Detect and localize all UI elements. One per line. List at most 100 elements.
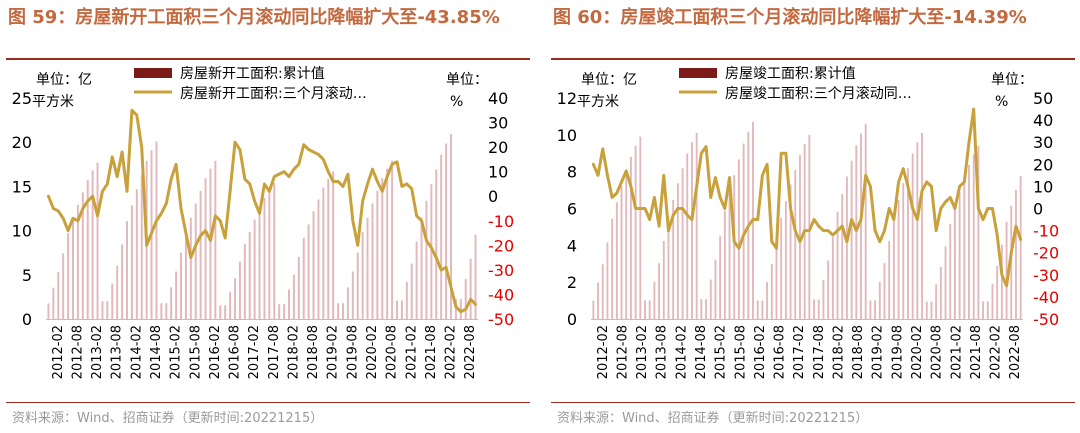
bar bbox=[258, 208, 261, 319]
x-tick-label: 2019-02 bbox=[871, 325, 886, 379]
bar bbox=[67, 232, 70, 319]
x-tick-label: 2013-02 bbox=[635, 325, 650, 379]
x-tick-label: 2019-08 bbox=[345, 325, 360, 379]
bar bbox=[47, 303, 50, 319]
right-tick-label: 20 bbox=[488, 138, 508, 157]
bar bbox=[189, 217, 192, 319]
bar bbox=[874, 300, 877, 319]
bar bbox=[459, 298, 462, 319]
x-tick-label: 2016-08 bbox=[773, 325, 788, 379]
bar bbox=[204, 178, 207, 319]
x-tick-label: 2014-08 bbox=[149, 325, 164, 379]
bar bbox=[1005, 221, 1008, 319]
bar bbox=[111, 283, 114, 319]
x-tick-label: 2013-08 bbox=[110, 325, 125, 379]
bar bbox=[977, 145, 980, 319]
bar bbox=[405, 282, 408, 319]
bar bbox=[440, 154, 443, 319]
bar bbox=[371, 203, 374, 319]
bar bbox=[229, 291, 232, 319]
bar bbox=[312, 211, 315, 319]
bar bbox=[101, 301, 104, 319]
x-tick-label: 2017-02 bbox=[247, 325, 262, 379]
bar bbox=[155, 141, 158, 319]
bar bbox=[160, 303, 163, 319]
bar bbox=[474, 234, 477, 319]
bar bbox=[907, 168, 909, 319]
bar bbox=[184, 231, 187, 319]
x-tick-label: 2021-08 bbox=[424, 325, 439, 379]
bar bbox=[106, 301, 109, 319]
legend-line-label: 房屋新开工面积:三个月滚动… bbox=[180, 85, 367, 102]
bar bbox=[705, 299, 707, 319]
bar bbox=[1015, 189, 1017, 319]
x-tick-label: 2016-02 bbox=[753, 325, 768, 379]
legend-line-label: 房屋竣工面积:三个月滚动同… bbox=[725, 85, 912, 102]
right-tick-label: 10 bbox=[488, 163, 508, 182]
bar bbox=[396, 300, 398, 319]
x-tick-label: 2022-08 bbox=[463, 325, 478, 379]
yoy-line bbox=[46, 108, 478, 314]
bar bbox=[925, 301, 928, 319]
bar-series bbox=[592, 121, 1022, 319]
right-tick-label: 10 bbox=[1033, 177, 1053, 196]
bar bbox=[425, 200, 428, 319]
left-unit-label: 平方米 bbox=[32, 94, 74, 110]
bar bbox=[662, 240, 665, 319]
x-tick-label: 2014-08 bbox=[694, 325, 709, 379]
bar bbox=[761, 300, 764, 319]
left-tick-label: 10 bbox=[12, 222, 32, 241]
bar bbox=[288, 289, 290, 319]
right-tick-label: 40 bbox=[1033, 111, 1053, 130]
bar bbox=[592, 300, 595, 319]
bar bbox=[982, 301, 985, 319]
bar bbox=[719, 236, 722, 319]
bar bbox=[248, 231, 251, 319]
bar bbox=[342, 303, 344, 319]
bar bbox=[57, 272, 60, 319]
x-tick-label: 2015-08 bbox=[188, 325, 203, 379]
left-tick-label: 20 bbox=[12, 133, 32, 152]
bar bbox=[672, 199, 675, 319]
bar bbox=[135, 189, 138, 319]
legend-bar-swatch bbox=[134, 68, 172, 78]
right-tick-label: 40 bbox=[488, 89, 508, 108]
left-tick-label: 10 bbox=[557, 126, 577, 145]
x-tick-label: 2022-08 bbox=[1008, 325, 1023, 379]
bar bbox=[911, 153, 914, 319]
right-tick-label: -30 bbox=[1033, 266, 1059, 285]
left-unit-label: 单位：亿 bbox=[36, 72, 92, 88]
right-unit-label: 单位： bbox=[446, 72, 488, 88]
right-tick-label: -40 bbox=[488, 285, 514, 304]
bar bbox=[469, 258, 472, 319]
bar bbox=[799, 155, 801, 319]
x-tick-label: 2021-02 bbox=[404, 325, 419, 379]
chart-title: 图 59：房屋新开工面积三个月滚动同比降幅扩大至-43.85% bbox=[8, 7, 500, 28]
bar bbox=[733, 175, 736, 319]
bar bbox=[297, 257, 300, 319]
bar bbox=[91, 170, 94, 319]
bar bbox=[921, 132, 923, 319]
bar bbox=[121, 244, 124, 319]
right-unit-label: % bbox=[450, 94, 463, 110]
chart-panel-new-starts: 图 59：房屋新开工面积三个月滚动同比降幅扩大至-43.85% 0 5 10 15 20… bbox=[0, 0, 535, 433]
left-unit-label: 平方米 bbox=[577, 94, 619, 110]
right-tick-label: 0 bbox=[488, 187, 498, 206]
x-tick-label: 2015-02 bbox=[169, 325, 184, 379]
bar bbox=[209, 168, 212, 319]
bar bbox=[991, 283, 994, 319]
x-tick-label: 2016-02 bbox=[208, 325, 223, 379]
right-unit-label: 单位： bbox=[991, 72, 1033, 88]
x-tick-label: 2012-02 bbox=[51, 325, 66, 379]
bar bbox=[709, 279, 712, 319]
bar bbox=[695, 132, 698, 319]
bar bbox=[897, 199, 900, 319]
bar bbox=[653, 281, 656, 319]
x-tick-label: 2020-02 bbox=[910, 325, 925, 379]
right-tick-label: 30 bbox=[488, 114, 508, 133]
x-tick-label: 2015-08 bbox=[733, 325, 748, 379]
bar bbox=[676, 183, 679, 319]
bar bbox=[930, 301, 933, 319]
x-tick-label: 2020-08 bbox=[385, 325, 400, 379]
x-tick-label: 2018-02 bbox=[832, 325, 847, 379]
